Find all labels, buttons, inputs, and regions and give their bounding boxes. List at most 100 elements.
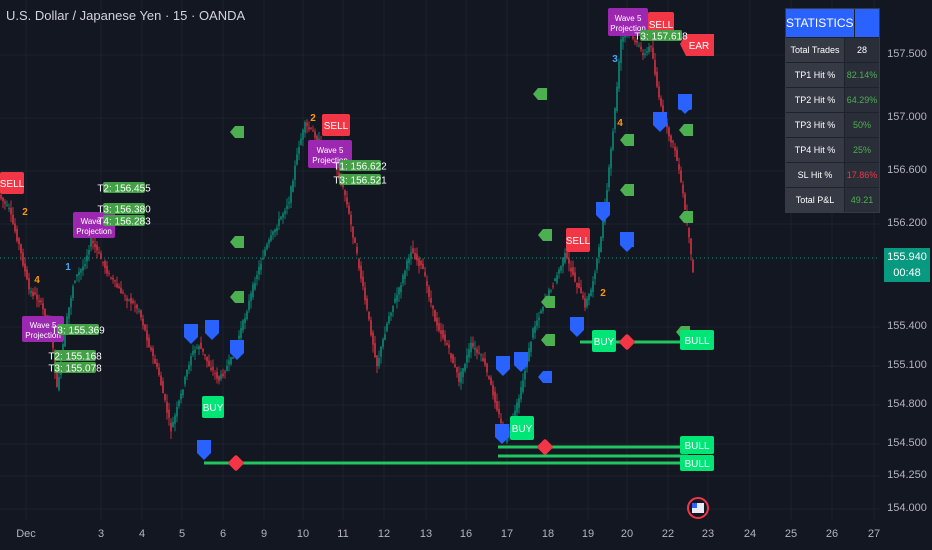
candle-body [620,39,622,64]
candle-body [126,298,128,301]
candle-body [456,367,458,373]
stats-row: SL Hit % 17.86% [786,162,879,187]
candle-body [184,376,186,385]
time-tick: 24 [743,528,757,540]
wave-projection-label-text: Projection [610,24,646,33]
candle-body [656,71,658,87]
candle-body [468,349,470,358]
candle-body [500,418,502,423]
stats-label: TP3 Hit % [786,113,844,137]
candle-body [106,265,108,274]
candle-body [32,291,34,297]
time-tick: 3 [97,528,105,540]
candle-body [38,300,40,303]
bull-label: BULL [680,455,714,471]
candle-body [600,236,602,253]
stats-label: Total Trades [786,38,844,62]
bull-label: BULL [680,330,714,350]
target-box-text: T3: 155.078 [48,364,102,375]
candle-body [162,381,164,394]
candle-body [642,52,644,56]
wave-projection-label-box [22,316,64,342]
candle-body [210,367,212,370]
signal-shield [596,202,610,222]
current-price: 155.940 [887,251,927,263]
wave-projection-label-text: Projection [312,156,348,165]
stats-label: TP4 Hit % [786,138,844,162]
time-tick: 20 [620,528,634,540]
candle-body [158,367,160,376]
candle-body [408,258,410,264]
candle-body [14,223,16,232]
candle-body [44,308,46,318]
candle-body [594,272,596,280]
candle-body [270,235,272,241]
wave-number: 4 [617,118,623,129]
candle-body [238,335,240,339]
price-axis[interactable]: 157.500 157.000 156.600 156.200 155.400 … [882,0,932,520]
candle-body [488,376,490,379]
sell-label-text: SELL [0,179,25,190]
candle-body [40,300,42,303]
candle-body [376,355,378,367]
candle-body [616,86,618,111]
candle-body [36,294,38,300]
price-tick: 155.100 [887,359,927,371]
price-tick: 157.500 [887,48,927,60]
candle-body [42,303,44,310]
time-tick: 19 [581,528,595,540]
stats-value: 25% [844,138,879,162]
candle-body [308,127,310,130]
candle-body [98,252,100,254]
buy-label-text: BUY [594,337,615,348]
candle-body [676,149,678,161]
stats-row: TP2 Hit % 64.29% [786,87,879,112]
target-box: T3: 156.521 [333,174,387,187]
candle-body [640,46,642,50]
wave-number: 3 [612,54,618,65]
candle-body [464,364,466,371]
wave-projection-label-text: Wave 5 [81,217,108,226]
price-tick: 157.000 [887,111,927,123]
candle-body [6,204,8,206]
candle-body [170,422,172,432]
wave-projection-label-text: Wave 5 [317,146,344,155]
wave-number: 2 [600,288,606,299]
candle-body [446,343,448,345]
target-box-text: T4: 156.283 [97,217,151,228]
stats-row: TP3 Hit % 50% [786,112,879,137]
candle-body [196,347,198,349]
candle-body [584,298,586,308]
candle-body [180,393,182,400]
stop-loss-marker [619,334,635,350]
bull-label-text: BULL [684,459,709,470]
candle-body [364,287,366,301]
candle-body [164,394,166,401]
candle-body [54,350,56,373]
candle-body [30,290,32,293]
time-tick: 18 [541,528,555,540]
candle-body [442,330,444,339]
candle-body [472,342,474,347]
candle-body [136,304,138,309]
candle-body [186,369,188,377]
candle-body [452,354,454,364]
candle-body [260,263,262,271]
candle-body [232,356,234,359]
candle-body [484,358,486,365]
candle-body [644,53,646,55]
candle-body [138,310,140,312]
candle-body [218,376,220,381]
candle-body [654,59,656,75]
wave-number: 4 [34,275,40,286]
target-box: T3: 156.380 [97,203,151,216]
signal-marker [538,371,552,383]
candle-body [550,290,552,292]
candle-body [670,135,672,143]
candle-body [580,287,582,294]
candle-body [614,108,616,129]
candle-body [612,131,614,150]
candle-body [314,131,316,138]
